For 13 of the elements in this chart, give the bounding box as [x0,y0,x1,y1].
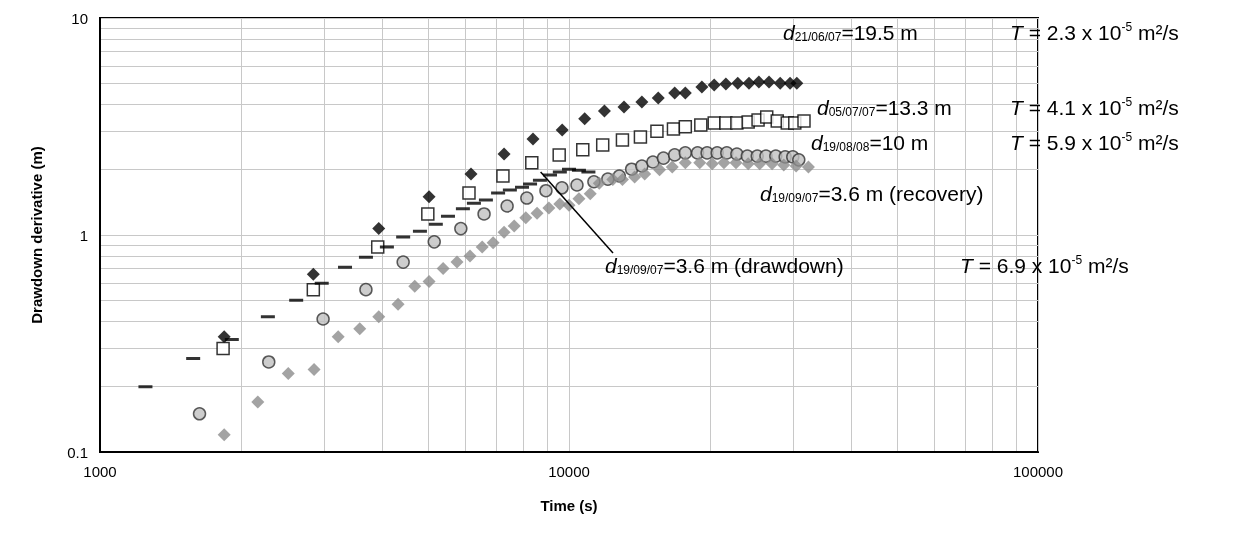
annotation: d05/07/07=13.3 m [817,95,952,119]
x-tick-label: 10000 [548,463,590,480]
x-axis-title: Time (s) [540,497,598,514]
annotation: d19/08/08=10 m [811,130,929,154]
x-tick-label: 1000 [83,463,117,480]
x-tick-label: 100000 [1012,463,1064,480]
y-tick-label: 10 [71,9,88,27]
annotation: d19/09/07=3.6 m (recovery) [760,181,984,205]
annotation: d19/09/07=3.6 m (drawdown) [605,253,844,277]
annotation: d21/06/07=19.5 m [783,20,918,44]
y-tick-label: 1 [79,226,88,244]
y-tick-label: 0.1 [67,443,88,461]
y-axis-title: Drawdown derivative (m) [28,146,45,324]
